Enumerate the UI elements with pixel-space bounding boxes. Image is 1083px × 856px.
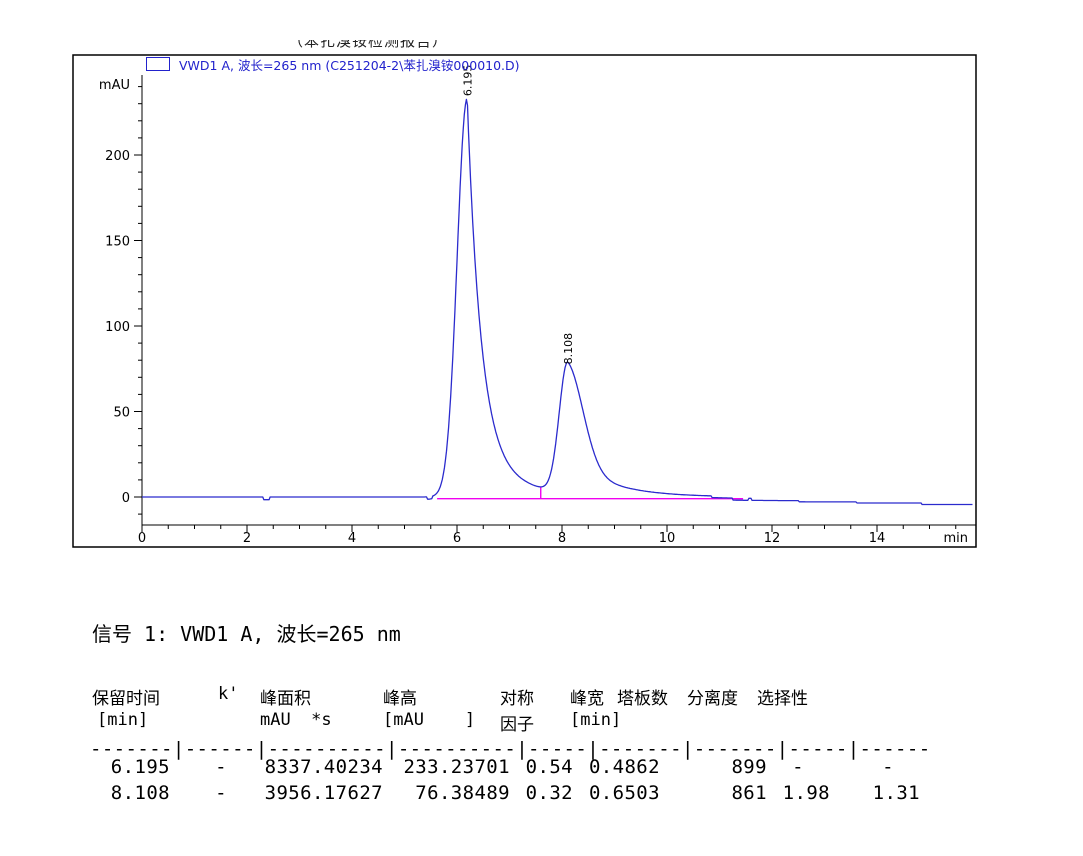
svg-text:14: 14 bbox=[869, 531, 886, 546]
cell-resolution-2: 1.98 bbox=[782, 782, 830, 804]
col-header-plates: 塔板数 bbox=[617, 689, 668, 709]
separator-line: -------|------|----------|----------|---… bbox=[90, 738, 931, 760]
cell-area-2: 3956.17627 bbox=[264, 782, 383, 804]
unit-factor: 因子 bbox=[500, 715, 534, 735]
cell-width-1: 0.4862 bbox=[588, 756, 660, 778]
svg-text:0: 0 bbox=[138, 531, 146, 546]
cell-selectivity-1: - bbox=[882, 756, 894, 778]
cell-symmetry-2: 0.32 bbox=[525, 782, 573, 804]
unit-mau-s: mAU *s bbox=[260, 710, 332, 730]
clipped-header-text: （苯扎溴铵检测报告） bbox=[288, 40, 449, 50]
chromatogram-plot: 0 50 100 150 200 mAU 0 2 4 6 8 10 12 14 min 6.195 8.108 bbox=[72, 54, 977, 548]
svg-text:6: 6 bbox=[453, 531, 461, 546]
col-header-symmetry: 对称 bbox=[500, 689, 534, 709]
table-header-row-1: 保留时间 k' 峰面积 峰高 对称 峰宽 塔板数 分离度 选择性 bbox=[90, 684, 990, 709]
unit-min-1: [min] bbox=[97, 710, 149, 730]
svg-text:2: 2 bbox=[243, 531, 251, 546]
cell-rt-1: 6.195 bbox=[110, 756, 170, 778]
chart-legend: VWD1 A, 波长=265 nm (C251204-2\苯扎溴铵000010.… bbox=[146, 56, 520, 73]
table-header-row-2: [min] mAU *s [mAU ] 因子 [min] bbox=[90, 710, 990, 735]
table-row: 8.108 - 3956.17627 76.38489 0.32 0.6503 … bbox=[90, 782, 990, 806]
legend-swatch-icon bbox=[146, 57, 170, 71]
table-separator-row: -------|------|----------|----------|---… bbox=[90, 738, 990, 762]
peak-rt-label: 8.108 bbox=[562, 333, 575, 365]
cell-width-2: 0.6503 bbox=[588, 782, 660, 804]
svg-text:100: 100 bbox=[105, 320, 130, 335]
chromatogram-trace bbox=[142, 98, 973, 506]
cell-plates-1: 899 bbox=[731, 756, 767, 778]
col-header-resolution: 分离度 bbox=[687, 689, 738, 709]
cell-area-1: 8337.40234 bbox=[264, 756, 383, 778]
col-header-area: 峰面积 bbox=[260, 689, 311, 709]
x-axis-unit: min bbox=[943, 531, 968, 546]
peak-table: 保留时间 k' 峰面积 峰高 对称 峰宽 塔板数 分离度 选择性 [min] m… bbox=[90, 684, 990, 824]
signal-title: 信号 1: VWD1 A, 波长=265 nm bbox=[92, 622, 401, 646]
col-header-k: k' bbox=[218, 684, 239, 704]
col-header-width: 峰宽 bbox=[570, 689, 604, 709]
cell-plates-2: 861 bbox=[731, 782, 767, 804]
svg-text:4: 4 bbox=[348, 531, 356, 546]
legend-label: VWD1 A, 波长=265 nm (C251204-2\苯扎溴铵000010.… bbox=[179, 57, 520, 73]
y-axis-unit: mAU bbox=[99, 78, 130, 93]
peak-rt-label: 6.195 bbox=[462, 65, 475, 97]
svg-text:50: 50 bbox=[113, 406, 130, 421]
unit-min-2: [min] bbox=[570, 710, 622, 730]
cell-height-2: 76.38489 bbox=[415, 782, 510, 804]
cell-k-2: - bbox=[215, 782, 227, 804]
col-header-retention: 保留时间 bbox=[92, 689, 160, 709]
table-row: 6.195 - 8337.40234 233.23701 0.54 0.4862… bbox=[90, 756, 990, 780]
col-header-height: 峰高 bbox=[383, 689, 417, 709]
svg-text:8: 8 bbox=[558, 531, 566, 546]
cell-symmetry-1: 0.54 bbox=[525, 756, 573, 778]
svg-text:150: 150 bbox=[105, 235, 130, 250]
cell-selectivity-2: 1.31 bbox=[872, 782, 920, 804]
svg-text:0: 0 bbox=[122, 491, 130, 506]
svg-text:200: 200 bbox=[105, 149, 130, 164]
col-header-selectivity: 选择性 bbox=[757, 689, 808, 709]
cell-height-1: 233.23701 bbox=[403, 756, 510, 778]
chart-frame bbox=[72, 54, 977, 548]
cell-resolution-1: - bbox=[792, 756, 804, 778]
unit-mau: [mAU ] bbox=[383, 710, 476, 730]
svg-text:12: 12 bbox=[764, 531, 781, 546]
svg-text:10: 10 bbox=[659, 531, 676, 546]
cell-k-1: - bbox=[215, 756, 227, 778]
cell-rt-2: 8.108 bbox=[110, 782, 170, 804]
